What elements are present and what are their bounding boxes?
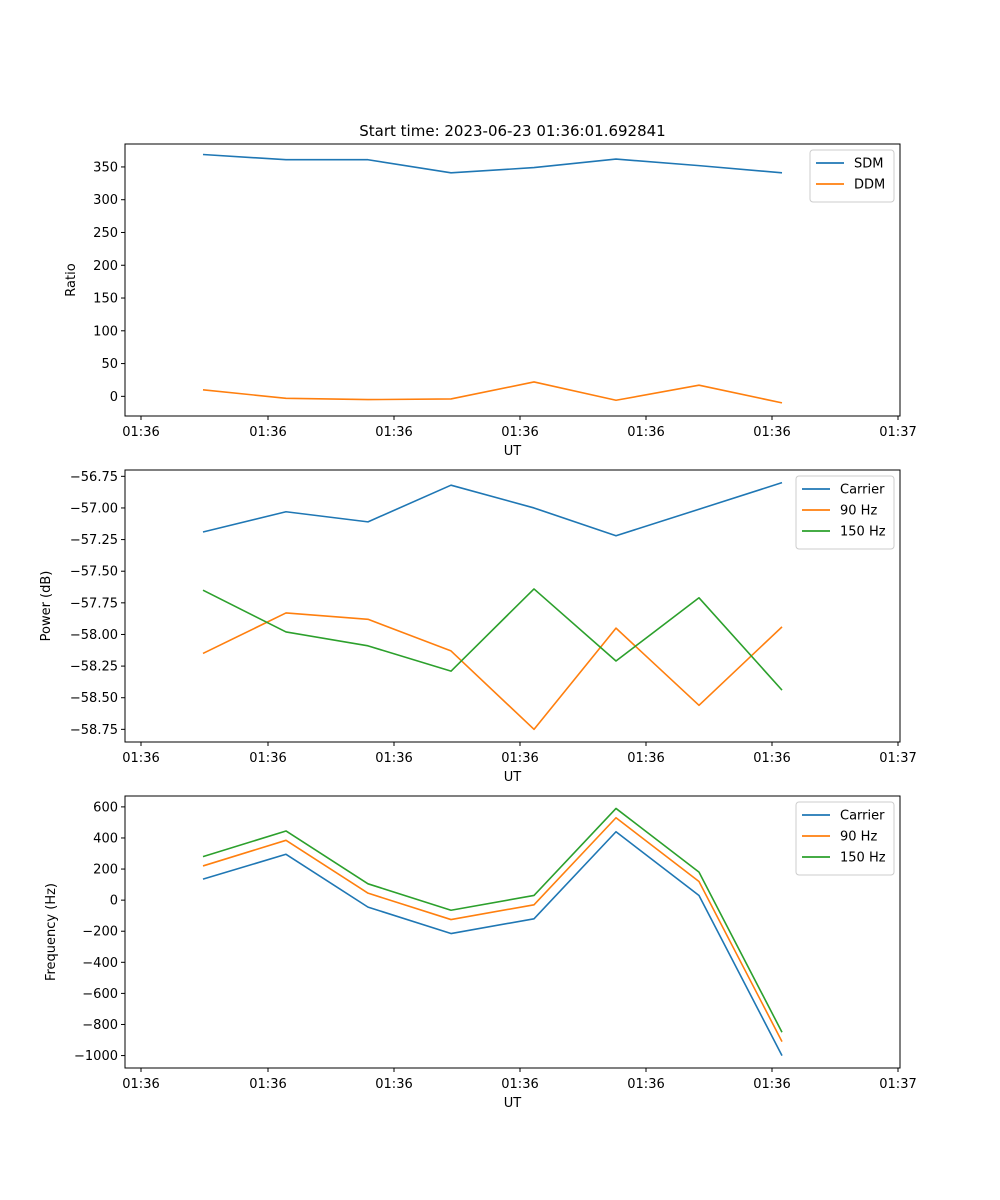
legend-label: DDM — [854, 178, 885, 193]
legend-label: 150 Hz — [840, 525, 886, 540]
legend-label: 90 Hz — [840, 504, 877, 519]
x-tick-label: 01:36 — [122, 751, 159, 766]
y-tick-label: −58.75 — [70, 723, 118, 738]
axes-frame — [124, 143, 901, 417]
legend-label: 150 Hz — [840, 851, 886, 866]
legend-label: SDM — [854, 157, 883, 172]
x-tick-label: 01:36 — [753, 425, 790, 440]
y-tick-label: −57.25 — [70, 533, 118, 548]
x-tick-label: 01:37 — [879, 751, 916, 766]
x-tick-label: 01:36 — [753, 751, 790, 766]
series-line-150-hz — [202, 588, 783, 691]
series-line-carrier — [202, 830, 783, 1056]
y-tick-label: 200 — [93, 259, 118, 274]
axes-frame — [124, 469, 901, 743]
y-tick-label: −57.50 — [70, 565, 118, 580]
y-tick-label: 600 — [93, 800, 118, 815]
x-tick-label: 01:36 — [375, 425, 412, 440]
y-tick-label: −400 — [82, 956, 118, 971]
y-tick-label: 350 — [93, 160, 118, 175]
y-tick-label: 0 — [110, 390, 118, 405]
x-tick-label: 01:37 — [879, 425, 916, 440]
x-tick-label: 01:36 — [753, 1077, 790, 1092]
series-line-90-hz — [202, 612, 783, 731]
x-tick-label: 01:36 — [627, 425, 664, 440]
y-tick-label: 200 — [93, 863, 118, 878]
legend: SDM DDM — [809, 149, 895, 203]
x-tick-label: 01:36 — [627, 1077, 664, 1092]
y-tick-label: 50 — [101, 357, 118, 372]
x-tick-label: 01:36 — [249, 1077, 286, 1092]
y-tick-label: 0 — [110, 894, 118, 909]
x-tick-label: 01:36 — [122, 425, 159, 440]
y-tick-label: 100 — [93, 324, 118, 339]
y-axis-label: Frequency (Hz) — [44, 883, 59, 981]
y-tick-label: −57.00 — [70, 501, 118, 516]
series-line-ddm — [202, 381, 783, 404]
y-tick-label: −600 — [82, 987, 118, 1002]
y-tick-label: −58.00 — [70, 628, 118, 643]
series-line-150-hz — [202, 807, 783, 1033]
y-tick-label: −58.25 — [70, 660, 118, 675]
x-tick-label: 01:36 — [122, 1077, 159, 1092]
y-tick-label: 300 — [93, 193, 118, 208]
axes-frame — [124, 795, 901, 1069]
x-tick-label: 01:36 — [627, 751, 664, 766]
subplot-2: 01:36 01:36 01:36 01:36 01:36 01:36 01:37 −58.7… — [39, 469, 917, 785]
x-axis-label: UT — [504, 444, 522, 459]
y-tick-label: 250 — [93, 226, 118, 241]
y-axis-label: Power (dB) — [39, 571, 54, 642]
x-axis-label: UT — [504, 770, 522, 785]
figure-title: Start time: 2023-06-23 01:36:01.692841 — [359, 122, 665, 140]
x-tick-label: 01:36 — [249, 425, 286, 440]
y-tick-label: −57.75 — [70, 596, 118, 611]
legend: Carrier 90 Hz 150 Hz — [795, 475, 895, 550]
series-line-90-hz — [202, 816, 783, 1042]
y-tick-label: 150 — [93, 292, 118, 307]
x-tick-label: 01:36 — [249, 751, 286, 766]
legend: Carrier 90 Hz 150 Hz — [795, 801, 895, 876]
y-tick-label: −58.50 — [70, 691, 118, 706]
x-tick-label: 01:36 — [375, 751, 412, 766]
y-tick-label: −56.75 — [70, 470, 118, 485]
series-line-sdm — [202, 153, 783, 174]
legend-label: Carrier — [840, 809, 885, 824]
y-axis-label: Ratio — [64, 263, 79, 296]
y-tick-label: −1000 — [74, 1049, 118, 1064]
x-tick-label: 01:36 — [501, 751, 538, 766]
y-tick-label: −200 — [82, 925, 118, 940]
y-tick-label: 400 — [93, 831, 118, 846]
x-axis-label: UT — [504, 1096, 522, 1111]
legend-label: Carrier — [840, 483, 885, 498]
subplot-3: 01:36 01:36 01:36 01:36 01:36 01:36 01:37 −1000… — [44, 795, 917, 1111]
series-line-carrier — [202, 481, 783, 537]
subplot-1: 01:36 01:36 01:36 01:36 01:36 01:36 01:37 0 50 10… — [64, 143, 917, 459]
legend-label: 90 Hz — [840, 830, 877, 845]
x-tick-label: 01:37 — [879, 1077, 916, 1092]
x-tick-label: 01:36 — [375, 1077, 412, 1092]
y-tick-label: −800 — [82, 1018, 118, 1033]
x-tick-label: 01:36 — [501, 1077, 538, 1092]
x-tick-label: 01:36 — [501, 425, 538, 440]
